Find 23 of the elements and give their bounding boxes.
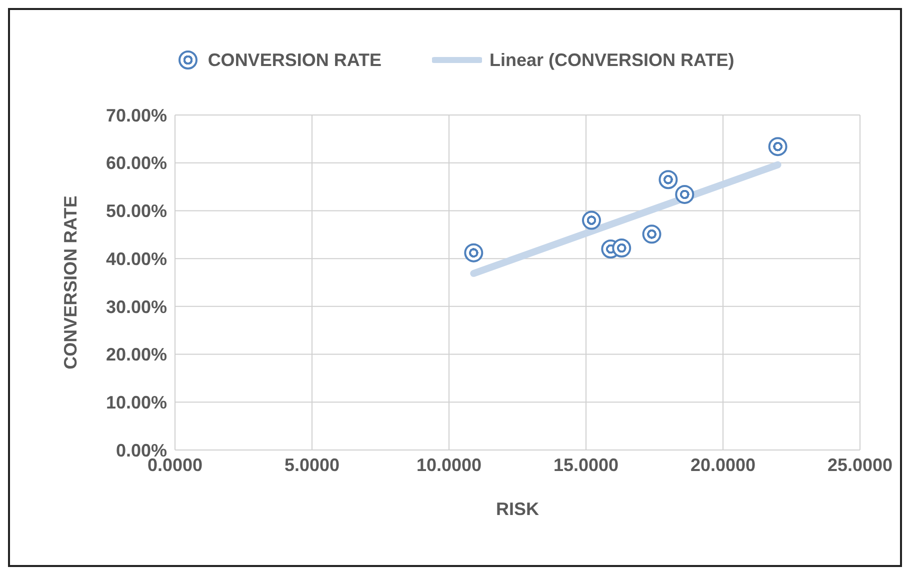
y-tick-label: 30.00% xyxy=(106,296,167,317)
y-tick-label: 40.00% xyxy=(106,248,167,269)
point xyxy=(675,184,694,204)
point xyxy=(582,210,601,230)
x-tick-label: 25.0000 xyxy=(827,454,893,475)
legend-label: Linear (CONVERSION RATE) xyxy=(490,50,734,70)
y-axis-title: CONVERSION RATE xyxy=(60,196,80,370)
point xyxy=(464,243,484,262)
y-tick-label: 10.00% xyxy=(106,392,167,413)
point xyxy=(768,137,788,156)
y-tick-label: 20.00% xyxy=(106,344,167,365)
x-tick-label: 10.0000 xyxy=(416,454,482,475)
x-axis-title: RISK xyxy=(496,499,540,519)
y-tick-label: 50.00% xyxy=(106,201,167,222)
x-tick-label: 20.0000 xyxy=(690,454,756,475)
x-tick-label: 5.0000 xyxy=(284,454,340,475)
point xyxy=(642,224,662,244)
point xyxy=(612,238,632,258)
y-tick-label: 60.00% xyxy=(106,153,167,174)
y-tick-label: 70.00% xyxy=(106,105,167,126)
legend-label: CONVERSION RATE xyxy=(208,50,382,70)
point xyxy=(658,170,678,190)
x-tick-label: 15.0000 xyxy=(553,454,619,475)
